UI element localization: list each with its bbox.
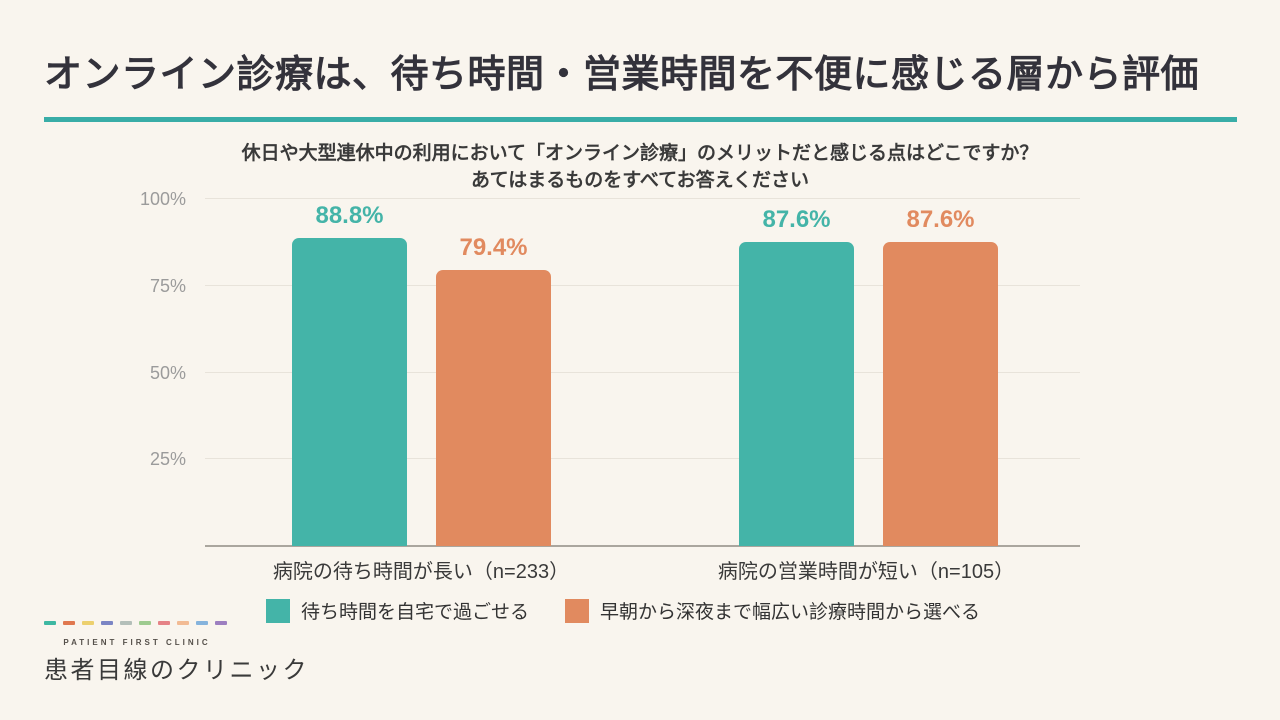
legend-label-series2: 早朝から深夜まで幅広い診療時間から選べる <box>600 602 981 623</box>
legend-item-series1: 待ち時間を自宅で過ごせる <box>266 597 529 624</box>
bar-group1-series2 <box>436 270 551 546</box>
legend-item-series2: 早朝から深夜まで幅広い診療時間から選べる <box>565 597 980 624</box>
y-tick-25: 25% <box>149 449 186 470</box>
logo-dash-7 <box>158 621 170 625</box>
bar-group1-series1 <box>292 237 407 546</box>
plot-area: 100% 75% 50% 25% 88.8% 79.4% 87.6% 87.6% <box>140 190 1080 547</box>
value-label-group2-series1: 87.6% <box>762 206 831 234</box>
gridline-100 <box>205 198 1080 199</box>
bar-group2-series1 <box>739 242 854 546</box>
logo-dash-10 <box>215 621 227 625</box>
logo-dash-3 <box>82 621 94 625</box>
y-tick-100: 100% <box>139 189 186 209</box>
logo-dash-9 <box>196 621 208 625</box>
chart-question: 休日や大型連休中の利用において「オンライン診療」のメリットだと感じる点はどこです… <box>0 140 1280 194</box>
gridline-25 <box>205 458 1080 460</box>
logo-dash-1 <box>44 621 56 625</box>
value-label-group1-series2: 79.4% <box>459 234 528 262</box>
gridline-75 <box>205 284 1080 286</box>
legend-swatch-orange <box>565 598 589 623</box>
legend-label-series1: 待ち時間を自宅で過ごせる <box>301 602 530 623</box>
category-label-2: 病院の営業時間が短い（n=105） <box>717 561 1015 583</box>
gridline-50 <box>205 371 1080 373</box>
title-divider <box>44 117 1237 122</box>
chart-question-line2: あてはまるものをすべてお答えください <box>470 170 809 191</box>
logo-dashes <box>44 621 230 625</box>
category-label-1: 病院の待ち時間が長い（n=233） <box>272 561 570 583</box>
page-title: オンライン診療は、待ち時間・営業時間を不便に感じる層から評価 <box>44 54 1200 96</box>
logo-english-text: PATIENT FIRST CLINIC <box>63 638 211 647</box>
logo-dash-5 <box>120 621 132 625</box>
value-label-group2-series2: 87.6% <box>906 206 975 234</box>
logo-japanese-text: 患者目線のクリニック <box>44 657 309 684</box>
x-axis-line <box>205 545 1080 547</box>
logo-dash-6 <box>139 621 151 625</box>
logo-dash-2 <box>63 621 75 625</box>
chart-question-line1: 休日や大型連休中の利用において「オンライン診療」のメリットだと感じる点はどこです… <box>241 143 1039 164</box>
logo-dash-8 <box>177 621 189 625</box>
bar-group2-series2 <box>883 242 998 546</box>
y-tick-75: 75% <box>149 275 186 296</box>
logo-dash-4 <box>101 621 113 625</box>
legend-swatch-teal <box>266 598 290 623</box>
brand-logo: PATIENT FIRST CLINIC 患者目線のクリニック <box>44 621 309 685</box>
value-label-group1-series1: 88.8% <box>315 201 384 229</box>
y-tick-50: 50% <box>149 362 186 383</box>
